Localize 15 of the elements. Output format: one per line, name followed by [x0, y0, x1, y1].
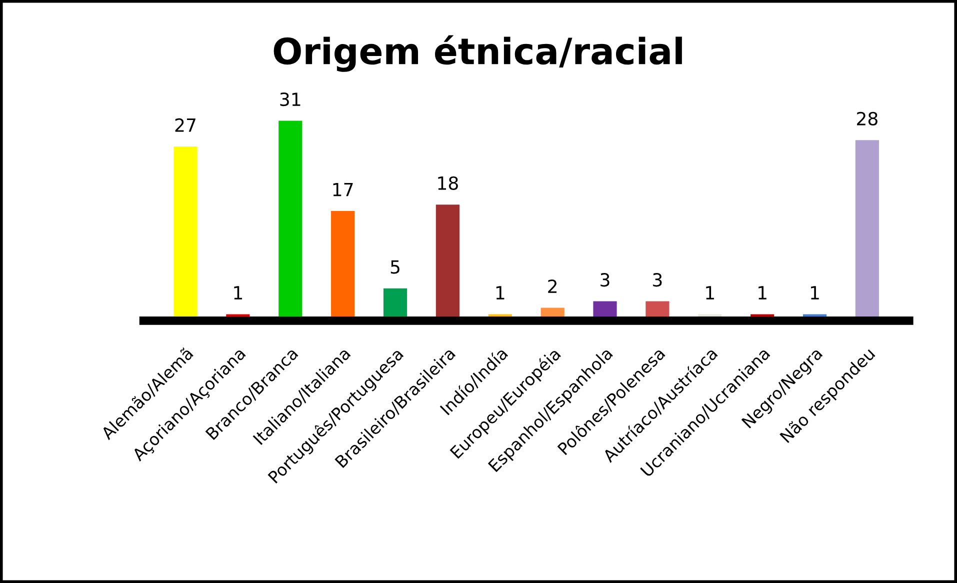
data-label: 17 [333, 183, 353, 196]
data-label: 1 [811, 286, 819, 300]
data-label: 27 [175, 118, 196, 132]
data-label: 1 [496, 286, 504, 300]
data-label: 3 [600, 273, 610, 287]
data-label: 1 [706, 286, 714, 300]
chart-title: Origem étnica/racial [274, 35, 682, 72]
data-label: 5 [390, 260, 400, 274]
data-label: 18 [438, 176, 458, 190]
data-label: 31 [280, 92, 300, 106]
data-label: 28 [857, 112, 878, 126]
data-label: 2 [548, 279, 557, 293]
data-label: 1 [758, 286, 766, 300]
data-label: 3 [653, 273, 662, 287]
data-label: 1 [234, 286, 242, 300]
